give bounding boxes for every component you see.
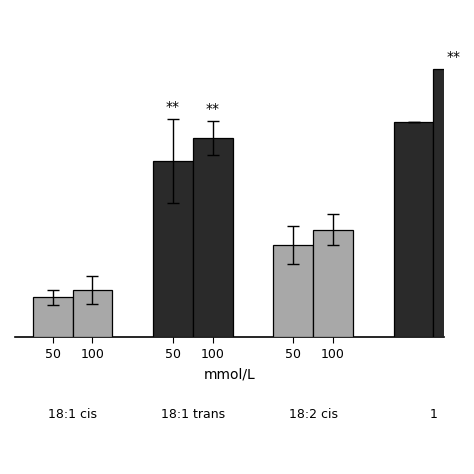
Text: 18:1 trans: 18:1 trans xyxy=(161,408,225,421)
Text: **: ** xyxy=(447,50,460,64)
Bar xyxy=(73,290,112,337)
Bar xyxy=(33,297,73,337)
Text: 1: 1 xyxy=(429,408,438,421)
Bar xyxy=(153,161,193,337)
Bar xyxy=(434,69,473,337)
Text: **: ** xyxy=(166,100,180,114)
Text: 18:2 cis: 18:2 cis xyxy=(289,408,337,421)
Bar xyxy=(273,245,313,337)
Text: **: ** xyxy=(206,102,220,116)
Text: 18:1 cis: 18:1 cis xyxy=(48,408,97,421)
Bar xyxy=(193,138,233,337)
X-axis label: mmol/L: mmol/L xyxy=(204,368,255,382)
Bar xyxy=(394,122,434,337)
Bar xyxy=(313,230,353,337)
